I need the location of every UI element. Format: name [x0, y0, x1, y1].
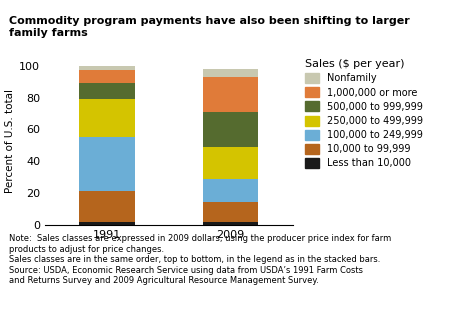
- Bar: [203, 221, 258, 225]
- Text: Note:  Sales classes are expressed in 2009 dollars, using the producer price ind: Note: Sales classes are expressed in 200…: [9, 234, 391, 285]
- Bar: [79, 66, 135, 71]
- Bar: [203, 69, 258, 77]
- Bar: [79, 83, 135, 99]
- Bar: [79, 99, 135, 137]
- Y-axis label: Percent of U.S. total: Percent of U.S. total: [5, 89, 15, 193]
- Bar: [203, 147, 258, 178]
- Legend: Nonfamily, 1,000,000 or more, 500,000 to 999,999, 250,000 to 499,999, 100,000 to: Nonfamily, 1,000,000 or more, 500,000 to…: [305, 59, 423, 169]
- Bar: [203, 77, 258, 112]
- Bar: [203, 203, 258, 221]
- Bar: [203, 178, 258, 203]
- Bar: [203, 112, 258, 147]
- Bar: [79, 71, 135, 83]
- Bar: [79, 221, 135, 225]
- Bar: [79, 191, 135, 221]
- Text: Commodity program payments have also been shifting to larger family farms: Commodity program payments have also bee…: [9, 16, 410, 38]
- Bar: [79, 137, 135, 191]
